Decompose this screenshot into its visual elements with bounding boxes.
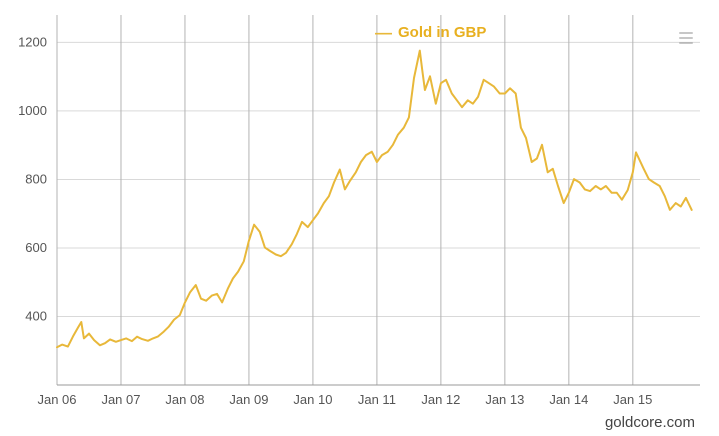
x-tick-label: Jan 08 — [165, 392, 204, 407]
menu-bar — [679, 32, 693, 34]
credit-link[interactable]: goldcore.com — [604, 414, 695, 431]
x-tick-label: Jan 14 — [549, 392, 588, 407]
x-tick-label: Jan 11 — [358, 392, 396, 407]
x-tick-label: Jan 09 — [229, 392, 268, 407]
legend[interactable]: — Gold in GBP — [375, 24, 486, 41]
legend-line-marker: — — [375, 23, 392, 42]
x-tick-label: Jan 12 — [421, 392, 460, 407]
x-tick-label: Jan 06 — [37, 392, 76, 407]
menu-bar — [679, 42, 693, 44]
menu-bar — [679, 37, 693, 39]
x-tick-label: Jan 15 — [613, 392, 652, 407]
y-tick-label: 600 — [25, 240, 47, 255]
gold-price-line — [56, 49, 693, 349]
y-tick-label: 400 — [25, 308, 47, 323]
x-tick-label: Jan 07 — [101, 392, 140, 407]
y-tick-label: 800 — [25, 171, 47, 186]
legend-label: Gold in GBP — [398, 24, 487, 41]
x-tick-label: Jan 10 — [293, 392, 332, 407]
chart-context-menu-icon[interactable] — [679, 32, 693, 44]
y-tick-label: 1000 — [18, 103, 47, 118]
y-tick-label: 1200 — [18, 34, 47, 49]
x-tick-label: Jan 13 — [485, 392, 524, 407]
